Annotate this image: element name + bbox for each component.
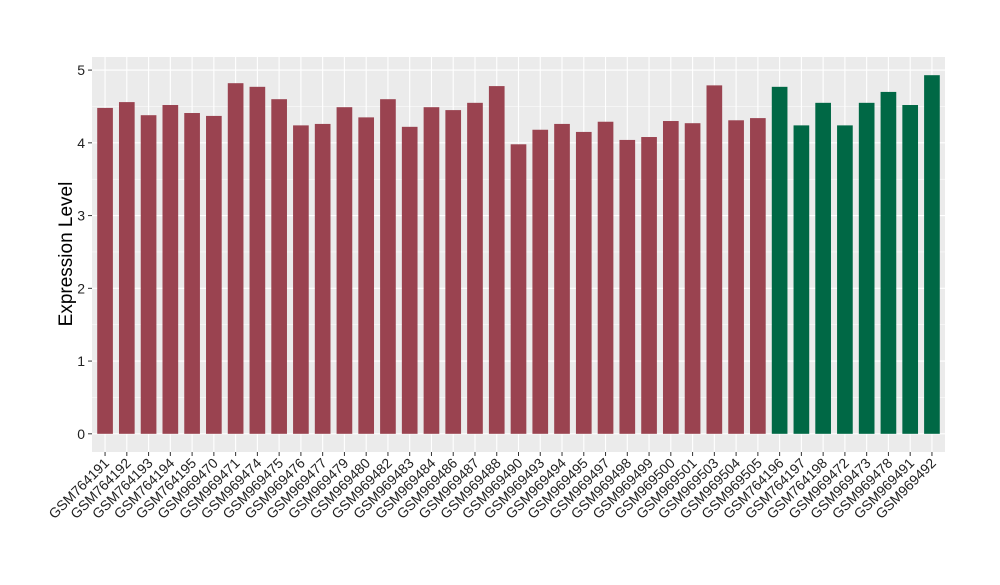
bar-GSM764195 (184, 113, 200, 434)
bar-GSM969472 (837, 125, 853, 434)
bar-GSM969490 (510, 144, 527, 434)
bar-GSM969499 (641, 137, 657, 434)
bar-GSM969498 (619, 139, 636, 434)
bar-GSM764194 (162, 105, 179, 434)
y-tick-label: 2 (77, 280, 85, 296)
bar-GSM969470 (206, 115, 222, 434)
bar-GSM969504 (728, 120, 744, 434)
bar-GSM969476 (293, 125, 309, 434)
bar-GSM969477 (314, 123, 331, 434)
bar-GSM764197 (793, 125, 810, 434)
y-tick-label: 3 (77, 208, 85, 224)
bar-GSM969478 (880, 91, 897, 434)
bar-GSM969488 (488, 86, 505, 434)
bar-GSM969486 (445, 110, 462, 434)
bar-GSM969495 (575, 131, 592, 434)
bar-GSM969503 (706, 85, 723, 434)
bar-GSM764196 (771, 86, 788, 434)
bar-GSM969501 (684, 123, 701, 434)
bar-GSM969487 (467, 102, 483, 434)
bar-GSM969493 (532, 129, 549, 434)
bar-GSM969500 (662, 121, 679, 434)
bar-GSM969474 (249, 86, 266, 434)
bar-GSM969497 (597, 121, 614, 434)
bar-GSM969480 (358, 117, 375, 434)
bar-GSM969475 (271, 99, 287, 434)
y-axis-label: Expression Level (56, 182, 77, 327)
y-tick-label: 4 (77, 135, 85, 151)
bar-GSM764192 (118, 102, 135, 434)
bar-GSM969483 (401, 126, 418, 434)
bar-GSM969473 (858, 102, 875, 434)
bar-GSM969482 (380, 99, 396, 434)
bar-GSM969505 (750, 118, 766, 434)
y-tick-label: 1 (77, 353, 85, 369)
y-tick-label: 5 (77, 62, 85, 78)
bar-GSM764193 (140, 115, 157, 434)
bar-GSM764198 (815, 102, 831, 434)
bar-GSM969479 (336, 107, 353, 434)
bar-GSM969491 (902, 105, 919, 434)
bar-GSM969471 (227, 83, 244, 434)
bar-GSM969492 (924, 75, 940, 434)
bar-GSM969494 (554, 123, 570, 434)
bar-GSM764191 (97, 107, 113, 434)
bar-GSM969484 (423, 107, 440, 434)
y-tick-label: 0 (77, 426, 85, 442)
